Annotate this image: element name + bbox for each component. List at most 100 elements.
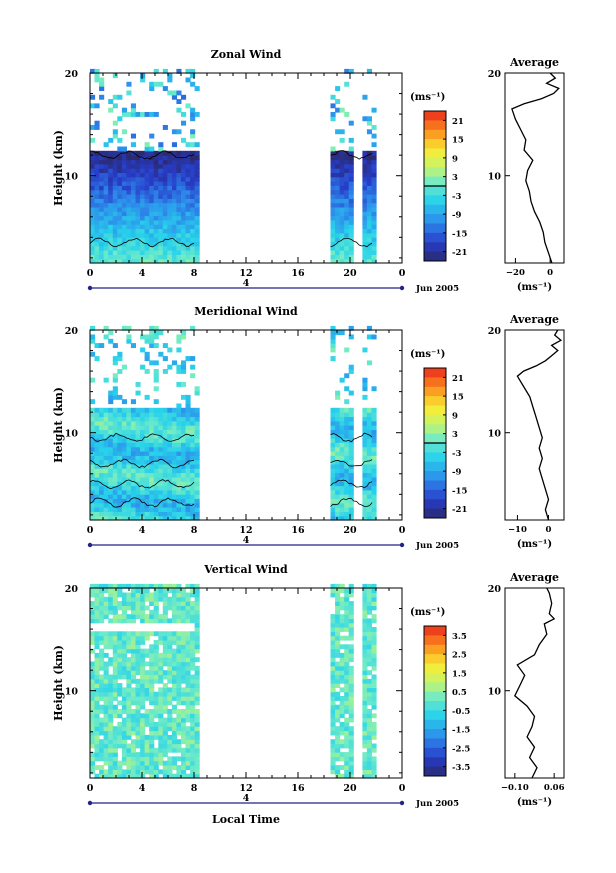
colorbar-band: [424, 701, 446, 711]
colorbar-frame: [423, 625, 447, 777]
average-y-tick-label: 10: [488, 687, 502, 698]
y-tick-label: 20: [65, 326, 79, 337]
heatmap-cells: [90, 325, 377, 521]
colorbar-tick-label: 15: [452, 393, 464, 403]
x-tick-label: 0: [87, 525, 94, 536]
average-y-tick-label: 20: [488, 326, 502, 337]
heatmap-cells: [90, 583, 377, 779]
colorbar-band: [424, 120, 446, 131]
panel-0: Zonal Wind 0 4 8 12 16 20 0 10 20 Height (km) 4 Jun …: [52, 48, 565, 294]
x-tick-label: 16: [291, 268, 305, 279]
x-tick-label: 16: [291, 525, 305, 536]
contour-line: [330, 497, 373, 507]
colorbar-tick-label: 1.5: [452, 669, 467, 679]
y-axis-label: Height (km): [52, 130, 65, 206]
colorbar-band: [424, 719, 446, 730]
average-profile-line: [511, 72, 560, 264]
average-y-tick-label: 10: [488, 429, 502, 440]
contour-line: [89, 432, 195, 442]
average-frame: [504, 587, 565, 779]
average-y-tick-label: 20: [488, 69, 502, 80]
contour-line: [89, 237, 195, 248]
colorbar-tick-label: -15: [452, 229, 467, 239]
y-axis-label: Height (km): [52, 387, 65, 463]
contour-line: [89, 458, 195, 469]
colorbar-tick-label: 3.5: [452, 632, 467, 642]
average-x-tick-label: 0: [546, 525, 552, 535]
colorbar-band: [424, 766, 446, 777]
contour-lines: [89, 432, 373, 508]
colorbar-tick-label: -3: [452, 449, 462, 459]
heatmap-cells: [90, 68, 377, 264]
colorbar-tick-label: -21: [452, 248, 467, 258]
colorbar-band: [424, 368, 446, 378]
day-bar-end: [399, 285, 405, 291]
colorbar-band: [424, 452, 446, 463]
day-bar-end: [399, 542, 405, 548]
colorbar-unit: (ms⁻¹): [410, 92, 445, 103]
contour-line: [330, 238, 373, 248]
contour-line: [330, 459, 373, 467]
colorbar-band: [424, 232, 446, 243]
average-frame: [504, 329, 565, 521]
x-tick-label: 0: [87, 783, 94, 794]
colorbar-tick-label: -3: [452, 192, 462, 202]
average-y-tick-label: 20: [488, 584, 502, 595]
colorbar-band: [424, 635, 446, 646]
contour-line: [330, 150, 373, 160]
colorbar-band: [424, 396, 446, 406]
x-tick-label: 4: [139, 783, 146, 794]
colorbar-tick-label: -2.5: [452, 744, 470, 754]
colorbar-band: [424, 691, 446, 702]
x-tick-label: 4: [139, 268, 146, 279]
colorbar-tick-label: -0.5: [452, 707, 470, 717]
average-profile-line: [513, 587, 556, 779]
colorbar-band: [424, 626, 446, 636]
colorbar-band: [424, 443, 446, 453]
date-label: Jun 2005: [415, 541, 459, 551]
colorbar-band: [424, 405, 446, 416]
colorbar-tick-label: 9: [452, 411, 458, 421]
panel-title: Vertical Wind: [203, 563, 288, 576]
x-tick-label: 8: [191, 268, 198, 279]
colorbar-band: [424, 204, 446, 215]
x-tick-label: 0: [399, 783, 406, 794]
x-tick-label: 12: [239, 525, 252, 536]
colorbar-band: [424, 738, 446, 749]
colorbar-band: [424, 223, 446, 234]
colorbar-tick-label: 21: [452, 117, 464, 127]
colorbar-band: [424, 757, 446, 768]
panel-2: Vertical Wind 0 4 8 12 16 20 0 10 20 Height (km) 4 J…: [52, 563, 565, 809]
colorbar-band: [424, 242, 446, 253]
x-tick-label: 12: [239, 783, 252, 794]
average-unit: (ms⁻¹): [517, 282, 552, 293]
colorbar-unit: (ms⁻¹): [410, 607, 445, 618]
x-tick-label: 4: [139, 525, 146, 536]
colorbar-tick-label: 2.5: [452, 651, 467, 661]
colorbar-band: [424, 480, 446, 491]
colorbar-band: [424, 508, 446, 519]
colorbar-band: [424, 710, 446, 721]
colorbar-band: [424, 377, 446, 388]
colorbar-band: [424, 167, 446, 178]
colorbar-band: [424, 471, 446, 481]
panel-1: Meridional Wind 0 4 8 12 16 20 0 10 20 Height (km)…: [52, 305, 565, 551]
colorbar-band: [424, 148, 446, 159]
x-tick-label: 12: [239, 268, 252, 279]
average-unit: (ms⁻¹): [517, 539, 552, 550]
colorbar-tick-label: -9: [452, 468, 462, 478]
colorbar-tick-label: 0.5: [452, 688, 467, 698]
colorbar-band: [424, 433, 446, 444]
day-bar-start: [87, 800, 93, 806]
x-tick-label: 20: [343, 268, 357, 279]
average-y-tick-label: 10: [488, 172, 502, 183]
colorbar-band: [424, 157, 446, 168]
average-x-tick-label: −20: [506, 268, 525, 278]
colorbar-tick-label: 21: [452, 374, 464, 384]
average-x-tick-label: 0: [547, 268, 553, 278]
colorbar-band: [424, 111, 446, 121]
colorbar-band: [424, 386, 446, 397]
colorbar-band: [424, 682, 446, 693]
average-x-tick-label: 0.06: [544, 783, 565, 793]
average-title: Average: [509, 571, 559, 584]
